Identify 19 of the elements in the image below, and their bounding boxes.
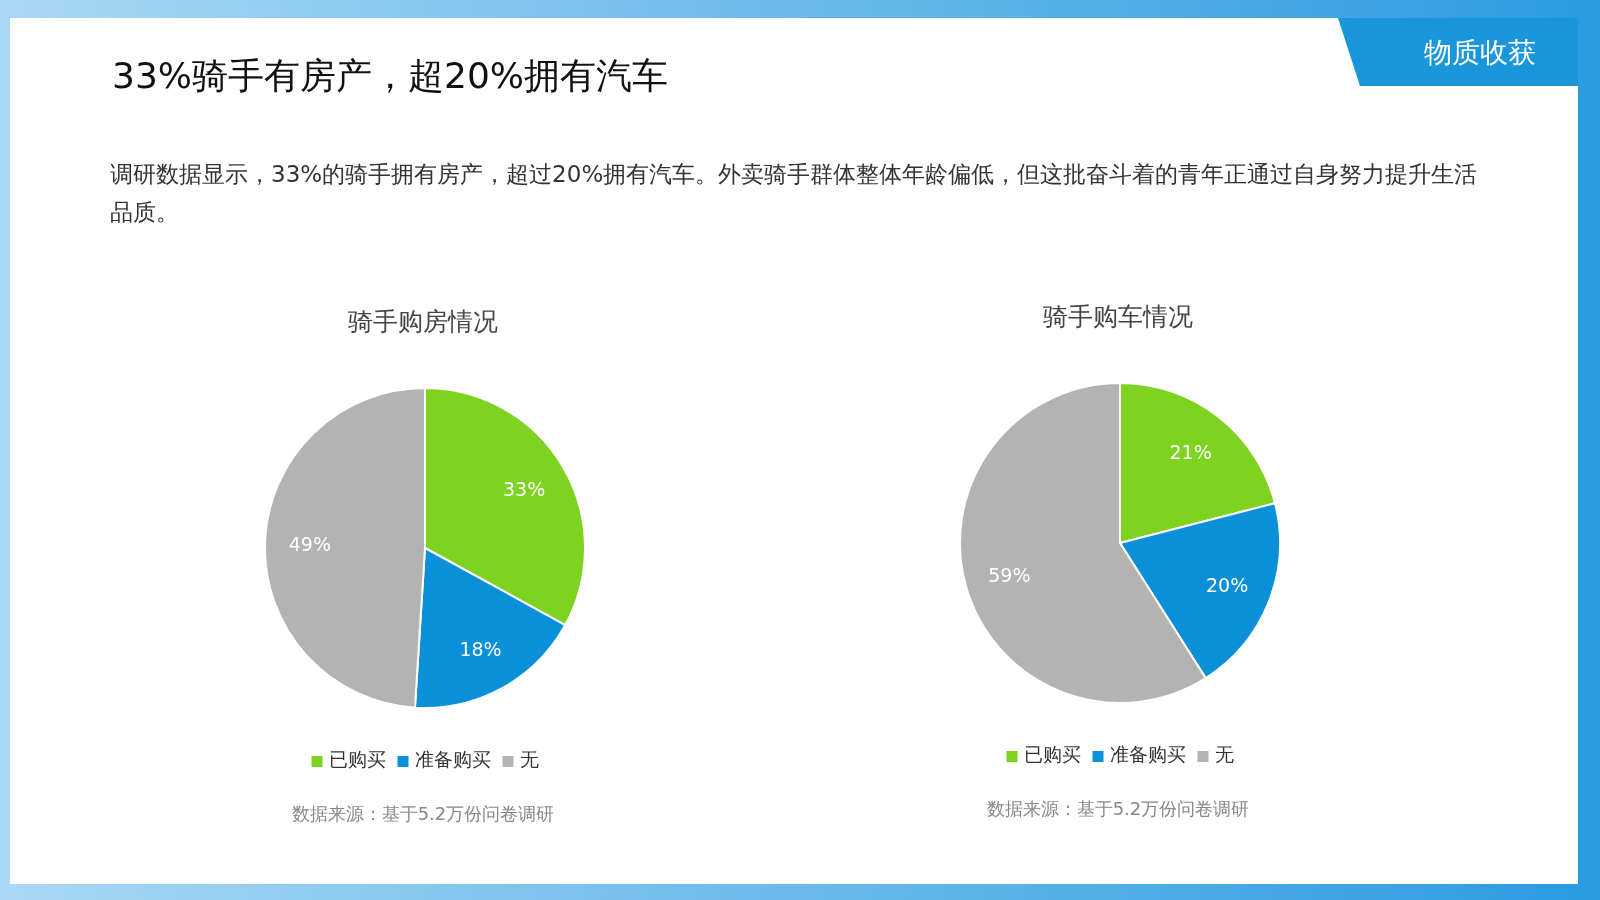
legend-label: 准备购买 [414, 748, 491, 770]
chart-title: 骑手购房情况 [348, 307, 498, 336]
chart-title: 骑手购车情况 [1043, 302, 1193, 331]
legend-label: 已购买 [328, 748, 386, 770]
legend-label: 无 [1214, 743, 1234, 765]
data-label: 59% [988, 564, 1031, 587]
source-note: 数据来源：基于5.2万份问卷调研 [986, 798, 1250, 819]
source-note: 数据来源：基于5.2万份问卷调研 [291, 803, 555, 824]
text: 33%骑手有房产，超20%拥有汽车 [112, 55, 669, 96]
data-label: 20% [1205, 574, 1249, 597]
legend-label: 已购买 [1023, 743, 1081, 765]
data-label: 49% [288, 533, 331, 556]
legend-label: 准备购买 [1109, 743, 1186, 765]
legend-label: 无 [519, 748, 539, 770]
text: 物质收获 [1424, 36, 1536, 69]
data-label: 21% [1169, 440, 1212, 463]
data-label: 33% [503, 478, 546, 501]
data-label: 18% [459, 637, 502, 660]
text: 调研数据显示，33%的骑手拥有房产，超过20%拥有汽车。外卖骑手群体整体年龄偏低，但这批奋斗着的青年正通过自身努力提升生活品质。 [110, 160, 1479, 227]
